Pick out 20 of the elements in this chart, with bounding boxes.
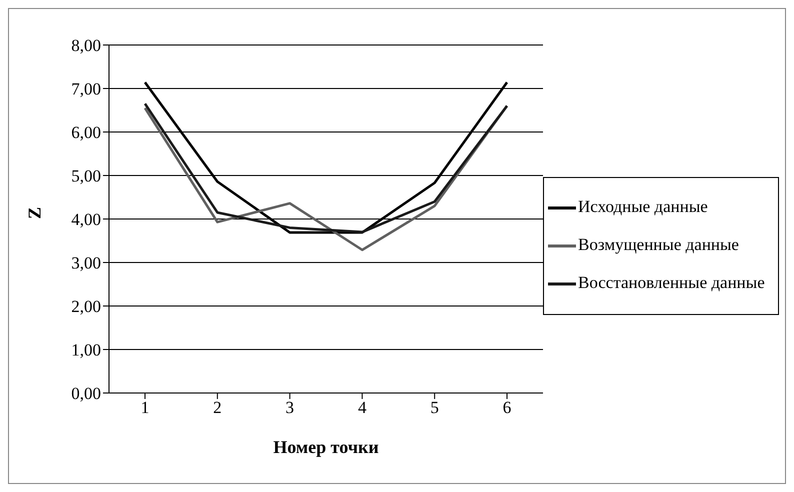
legend-label: Возмущенные данные [578,234,739,256]
x-axis-title: Номер точки [273,437,379,457]
legend-label: Восстановленные данные [578,272,765,294]
x-tick-label: 4 [358,398,367,418]
y-tick-label: 4,00 [71,210,101,230]
x-tick-label: 5 [430,398,439,418]
x-tick-label: 6 [502,398,512,418]
y-tick-label: 2,00 [71,297,101,316]
y-tick-label: 6,00 [71,123,101,142]
y-axis-title: Z [24,206,44,219]
y-tick-label: 3,00 [71,254,101,273]
x-tick-label: 1 [140,398,150,418]
x-tick-label: 3 [286,398,294,418]
y-tick-label: 8,00 [71,36,101,56]
x-tick-label: 2 [213,398,222,418]
y-tick-label: 1,00 [71,340,101,360]
y-tick-label: 0,00 [71,384,101,404]
legend-label: Исходные данные [578,196,708,218]
y-tick-label: 5,00 [71,166,101,186]
y-tick-label: 7,00 [71,80,101,99]
